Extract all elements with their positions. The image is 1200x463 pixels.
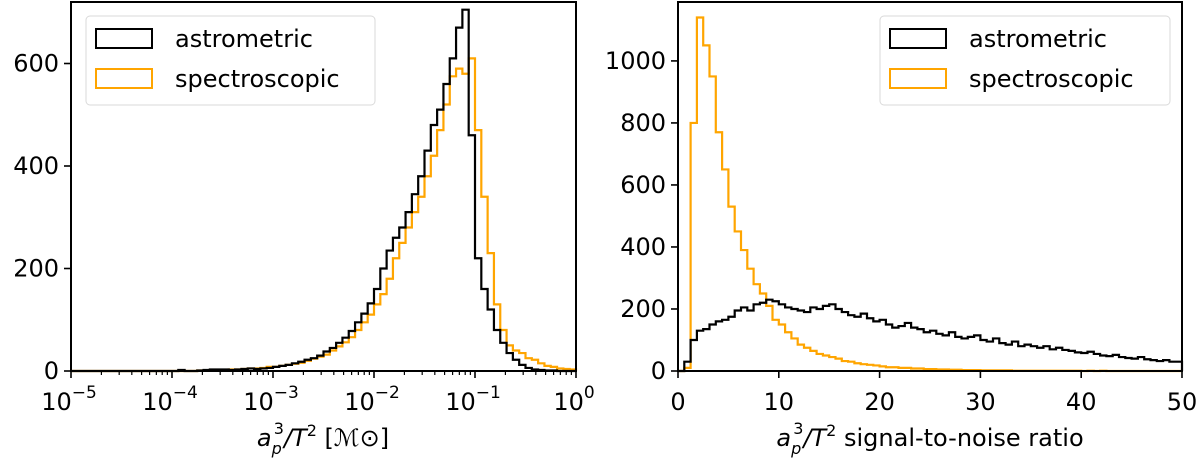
right-y-axis-ticks: 0 200 400 600 800 1000 [605, 47, 678, 385]
left-axes-frame [70, 1, 577, 372]
y-tick-label: 0 [651, 357, 666, 385]
x-tick-label: 0 [670, 388, 685, 416]
histogram-astrometric [678, 298, 1184, 373]
legend-swatch-spectroscopic [889, 68, 947, 89]
legend-label-astrometric: astrometric [969, 25, 1107, 53]
right-legend: astrometric spectroscopic [879, 15, 1171, 106]
y-tick-label: 400 [13, 152, 59, 180]
x-tick-label: 50 [1167, 388, 1198, 416]
right-x-axis-label: ap3/T2 signal-to-noise ratio [776, 419, 1083, 458]
left-histogram-panel: 10−5 10−4 10−3 10−2 10−1 100 0 200 400 600 ap3/T… [13, 1, 595, 458]
left-x-axis-label: ap3/T2 [ℳ⊙] [257, 419, 389, 458]
x-tick-label: 10−4 [142, 383, 198, 416]
left-x-axis-ticks: 10−5 10−4 10−3 10−2 10−1 100 [41, 371, 595, 416]
y-tick-label: 200 [13, 255, 59, 283]
y-tick-label: 600 [13, 50, 59, 78]
y-tick-label: 600 [620, 171, 666, 199]
y-tick-label: 400 [620, 233, 666, 261]
x-tick-label: 10−5 [41, 383, 97, 416]
left-legend-box [85, 15, 376, 106]
y-tick-label: 200 [620, 295, 666, 323]
x-tick-label: 10−3 [243, 383, 299, 416]
legend-swatch-astrometric [95, 28, 153, 49]
left-legend: astrometric spectroscopic [85, 15, 376, 106]
legend-label-spectroscopic: spectroscopic [175, 65, 340, 93]
x-tick-label: 10 [764, 388, 795, 416]
x-tick-label: 10−2 [344, 383, 400, 416]
y-tick-label: 1000 [605, 47, 666, 75]
right-x-axis-ticks: 0 10 20 30 40 50 [670, 371, 1197, 416]
x-tick-label: 30 [965, 388, 996, 416]
legend-label-astrometric: astrometric [175, 25, 313, 53]
x-tick-label: 10−1 [445, 383, 501, 416]
x-tick-label: 100 [553, 383, 594, 416]
right-legend-box [879, 15, 1171, 106]
x-tick-label: 40 [1066, 388, 1097, 416]
legend-swatch-spectroscopic [95, 68, 153, 89]
right-histogram-panel: 0 10 20 30 40 50 0 200 400 600 800 1000 ap3/T2 sig… [605, 1, 1197, 458]
y-tick-label: 0 [44, 357, 59, 385]
y-tick-label: 800 [620, 109, 666, 137]
x-tick-label: 20 [864, 388, 895, 416]
left-y-axis-ticks: 0 200 400 600 [13, 50, 71, 385]
right-axes-frame [677, 1, 1183, 372]
legend-swatch-astrometric [889, 28, 947, 49]
legend-label-spectroscopic: spectroscopic [969, 65, 1134, 93]
